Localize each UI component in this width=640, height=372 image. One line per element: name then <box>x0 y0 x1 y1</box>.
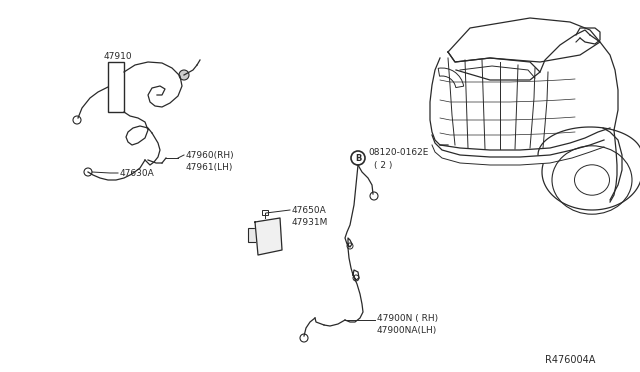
Text: 47630A: 47630A <box>120 169 155 177</box>
Text: B: B <box>355 154 361 163</box>
Circle shape <box>84 168 92 176</box>
Circle shape <box>353 275 359 281</box>
Text: 47650A: 47650A <box>292 205 327 215</box>
Polygon shape <box>255 218 282 255</box>
Text: ( 2 ): ( 2 ) <box>374 160 392 170</box>
Ellipse shape <box>552 146 632 214</box>
Text: 47900NA(LH): 47900NA(LH) <box>377 326 437 334</box>
Bar <box>248 228 258 242</box>
Text: 08120-0162E: 08120-0162E <box>368 148 428 157</box>
Circle shape <box>351 151 365 165</box>
Circle shape <box>370 192 378 200</box>
Text: 47960(RH): 47960(RH) <box>186 151 235 160</box>
Bar <box>262 210 268 215</box>
Bar <box>108 62 124 112</box>
Text: 47931M: 47931M <box>292 218 328 227</box>
Circle shape <box>179 70 189 80</box>
Wedge shape <box>438 68 463 87</box>
Text: 47900N ( RH): 47900N ( RH) <box>377 314 438 323</box>
Circle shape <box>347 243 353 249</box>
Circle shape <box>73 116 81 124</box>
Circle shape <box>300 334 308 342</box>
Text: R476004A: R476004A <box>545 355 595 365</box>
Text: 47910: 47910 <box>104 51 132 61</box>
Ellipse shape <box>575 165 609 195</box>
Text: 47961(LH): 47961(LH) <box>186 163 234 171</box>
